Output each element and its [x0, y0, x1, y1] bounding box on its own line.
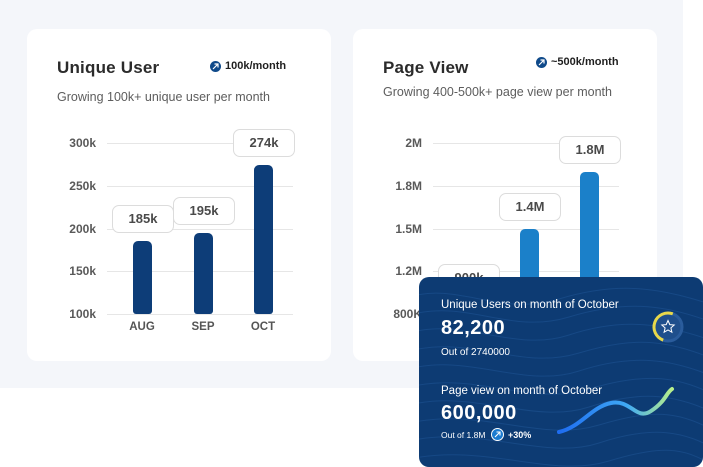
users-summary-out-of: Out of 2740000 [441, 347, 510, 358]
grid-line [107, 185, 293, 187]
grid-line [433, 185, 619, 187]
bar-value-label: 195k [173, 196, 235, 225]
arrow-up-right-icon [536, 56, 547, 68]
unique-user-growth-badge: 100k/month [210, 60, 286, 72]
bar-value-label: 1.8M [559, 135, 621, 164]
users-summary-heading: Unique Users on month of October [441, 299, 619, 311]
page-view-subtitle: Growing 400-500k+ page view per month [383, 85, 612, 99]
star-icon [660, 319, 676, 334]
page-view-title: Page View [383, 58, 469, 77]
bar-oct [253, 165, 273, 314]
unique-user-subtitle: Growing 100k+ unique user per month [57, 90, 270, 104]
x-axis-tick-label: SEP [191, 321, 215, 333]
views-summary-heading: Page view on month of October [441, 385, 603, 397]
summary-card: Unique Users on month of October 82,200 … [419, 277, 703, 467]
grid-line [107, 228, 293, 230]
bar-sep [193, 232, 213, 314]
page-view-badge-text: ~500k/month [551, 56, 619, 68]
y-axis-tick-label: 1.5M [395, 221, 422, 236]
views-summary-change: +30% [508, 430, 532, 440]
y-axis-tick-label: 300k [69, 136, 96, 150]
x-axis-tick-label: OCT [250, 321, 276, 333]
x-axis-tick-label: AUG [129, 321, 155, 333]
unique-user-title: Unique User [57, 58, 160, 77]
unique-user-card: Unique User 100k/month Growing 100k+ uni… [27, 29, 331, 361]
bar-value-label: 1.4M [499, 192, 561, 221]
y-axis-tick-label: 200k [69, 221, 96, 236]
bar-value-label: 274k [233, 129, 295, 158]
y-axis-tick-label: 100k [69, 307, 96, 321]
arrow-up-right-icon [210, 60, 221, 72]
users-progress-ring [652, 311, 684, 343]
y-axis-tick-label: 1.2M [395, 264, 422, 279]
bar-value-label: 185k [112, 205, 174, 234]
users-summary-value: 82,200 [441, 317, 506, 339]
y-axis-tick-label: 2M [405, 136, 422, 150]
y-axis-tick-label: 250k [69, 178, 96, 193]
y-axis-tick-label: 800K [393, 307, 422, 321]
unique-user-badge-text: 100k/month [225, 60, 287, 72]
views-trend-sparkline [557, 387, 674, 434]
views-summary-out-of: Out of 1.8M [441, 430, 486, 440]
y-axis-tick-label: 150k [69, 264, 96, 279]
grid-line [433, 143, 619, 144]
bar-aug [132, 241, 152, 314]
views-summary-value: 600,000 [441, 402, 517, 424]
y-axis-tick-label: 1.8M [395, 178, 422, 193]
page-view-growth-badge: ~500k/month [536, 56, 619, 68]
grid-line [107, 314, 293, 315]
grid-line [107, 143, 293, 144]
arrow-up-right-icon [491, 428, 504, 441]
